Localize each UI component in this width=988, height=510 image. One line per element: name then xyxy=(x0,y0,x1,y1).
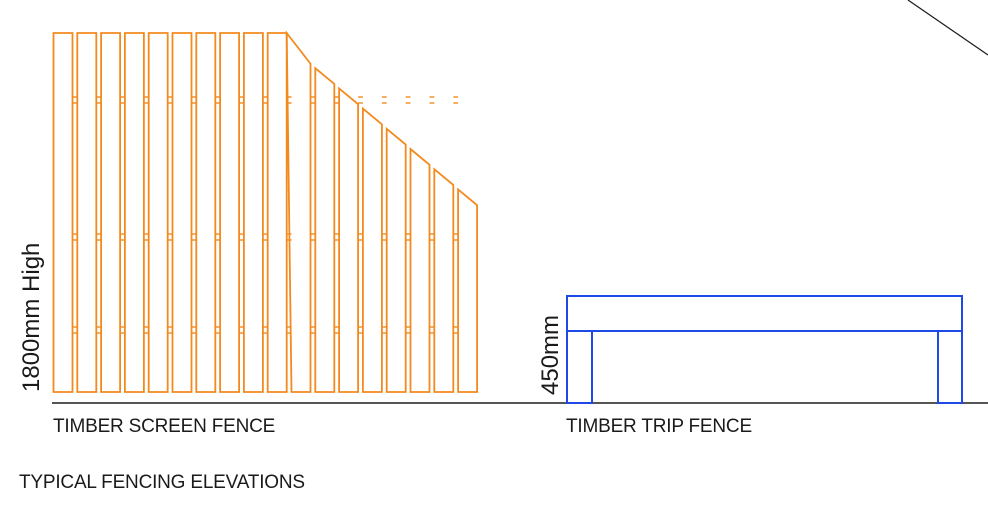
fence-board xyxy=(76,32,98,393)
fence-board xyxy=(314,66,336,393)
fence-board xyxy=(361,106,383,393)
sheet-title: TYPICAL FENCING ELEVATIONS xyxy=(19,472,305,493)
fence-board xyxy=(385,126,407,393)
trip-fence-height-label: 450mm xyxy=(537,314,564,395)
screen-fence-caption: TIMBER SCREEN FENCE xyxy=(53,416,276,437)
timber-screen-fence xyxy=(52,30,479,393)
fence-board xyxy=(52,32,74,393)
fence-board xyxy=(195,32,217,393)
fence-board xyxy=(457,187,479,393)
trip-fence-post-right xyxy=(937,330,963,404)
trip-fence-caption: TIMBER TRIP FENCE xyxy=(566,416,752,437)
fence-board xyxy=(242,32,264,393)
fence-board xyxy=(219,32,241,393)
fence-board xyxy=(266,32,288,393)
trip-fence-rail xyxy=(566,295,963,332)
timber-trip-fence xyxy=(566,295,963,404)
fence-board xyxy=(100,32,121,393)
fence-board xyxy=(171,32,193,393)
fence-board xyxy=(338,86,360,393)
trip-fence-post-left xyxy=(566,330,593,404)
fence-board xyxy=(433,167,455,393)
fence-board xyxy=(409,147,431,393)
fence-board xyxy=(147,32,169,393)
fence-board xyxy=(124,32,145,393)
screen-fence-height-label: 1800mm High xyxy=(18,242,45,392)
diagonal-reference-line xyxy=(907,0,988,56)
fence-board xyxy=(285,30,312,393)
